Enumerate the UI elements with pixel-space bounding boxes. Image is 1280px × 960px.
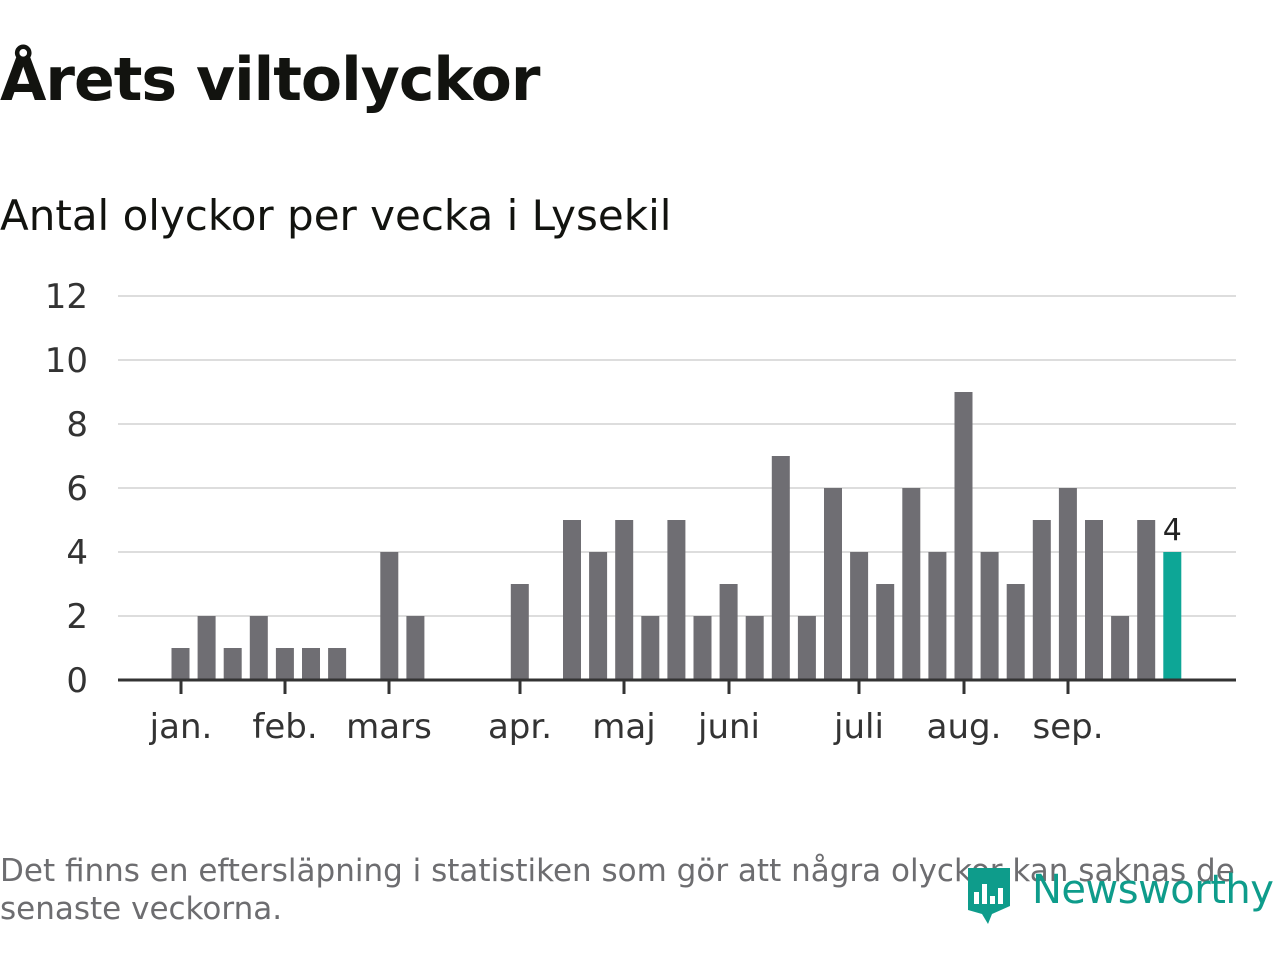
x-tick-label: jan. [149,707,213,747]
bar [302,648,320,680]
bar [771,456,790,680]
data-labels: 4 [1163,513,1182,548]
bar [563,520,581,680]
chart-title: Årets viltolyckor [0,45,540,115]
chart-subtitle: Antal olyckor per vecka i Lysekil [0,191,672,240]
bar [641,616,660,680]
bar [824,488,842,680]
bar [719,584,738,680]
x-tick-label: juli [833,707,884,747]
bar [928,552,947,680]
bar [1111,616,1130,680]
bar [1137,520,1156,680]
bar [615,520,634,680]
x-tick-label: mars [346,707,432,747]
bar [693,616,712,680]
bar [902,488,921,680]
bar [797,616,816,680]
y-tick-label: 12 [45,277,88,317]
bar [589,552,608,680]
bar [380,552,399,680]
bar [980,552,999,680]
bar [850,552,869,680]
x-tick-label: juni [697,707,760,747]
bar [745,616,764,680]
bar [1006,584,1025,680]
bar [510,584,529,680]
x-axis: jan. feb. mars apr. maj juni juli aug. sep. [118,678,1236,747]
bar [954,392,973,680]
y-tick-label: 10 [45,341,88,381]
x-tick-label: aug. [927,707,1002,747]
highlight-data-label: 4 [1163,513,1182,548]
bar [197,616,216,680]
bar-highlight [1163,552,1182,680]
bars [171,392,1182,680]
y-axis-ticks: 0 2 4 6 8 10 12 [45,277,88,701]
bar [249,616,268,680]
bar [876,584,895,680]
x-tick-label: maj [592,707,655,747]
bar [171,648,190,680]
bar [1085,520,1103,680]
logo-text: Newsworthy [1032,867,1274,913]
footnote: Det finns en eftersläpning i statistiken… [0,853,1235,927]
bar [406,616,425,680]
x-tick-label: feb. [252,707,317,747]
x-tick-label: sep. [1032,707,1103,747]
newsworthy-logo[interactable]: Newsworthy [962,858,1280,932]
bar [667,520,686,680]
bar-chart-bubble-icon [968,868,1010,924]
y-tick-label: 4 [66,533,88,573]
x-tick-label: apr. [488,707,552,747]
bar [1032,520,1051,680]
y-tick-label: 6 [66,469,88,509]
y-tick-label: 8 [66,405,88,445]
bar [275,648,294,680]
y-tick-label: 2 [66,597,88,637]
bar-chart: 0 2 4 6 8 10 12 jan. feb. mars apr. maj juni juli aug… [45,277,1236,747]
y-tick-label: 0 [66,661,88,701]
bar [1058,488,1077,680]
bar [223,648,242,680]
bar [328,648,347,680]
